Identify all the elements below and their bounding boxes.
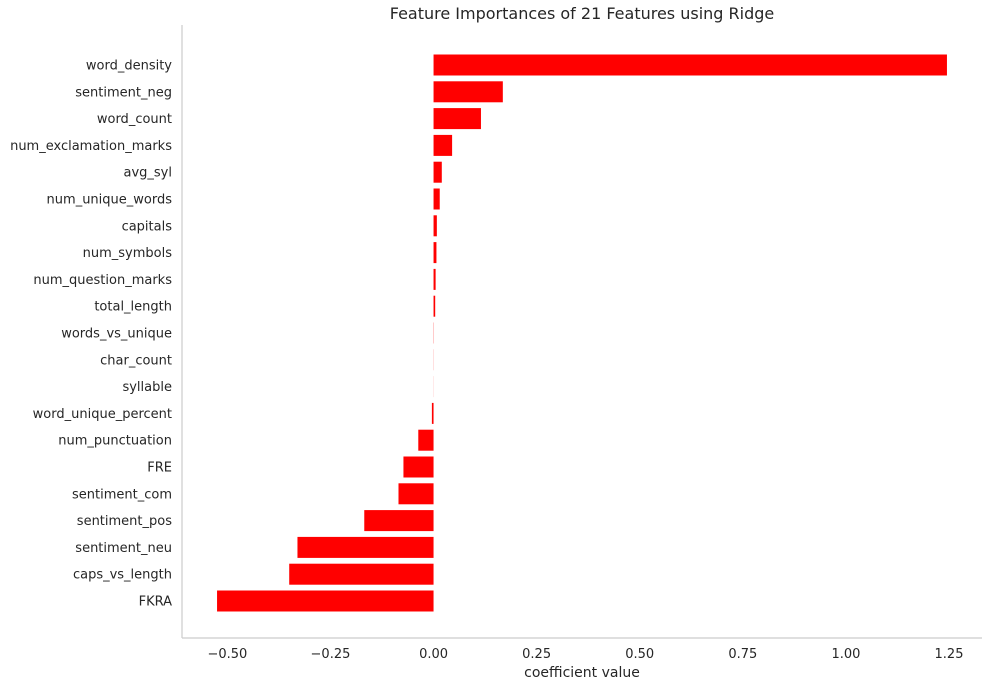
y-tick-label: sentiment_neg <box>75 85 172 100</box>
x-tick-label: 1.00 <box>831 647 860 662</box>
chart-title: Feature Importances of 21 Features using… <box>390 4 775 23</box>
x-tick-labels: −0.50 −0.25 0.00 0.25 0.50 0.75 1.00 1.25 <box>207 647 963 662</box>
y-tick-label: syllable <box>122 380 172 395</box>
bar-capitals <box>433 215 437 237</box>
x-tick-label: 0.50 <box>625 647 654 662</box>
y-tick-label: word_unique_percent <box>33 407 172 422</box>
x-tick-label: 0.00 <box>419 647 448 662</box>
bar-num_symbols <box>433 242 437 264</box>
y-tick-labels: word_density sentiment_neg word_count num_e… <box>10 59 172 610</box>
y-tick-label: avg_syl <box>124 166 173 181</box>
bar-num_question_marks <box>433 268 436 290</box>
y-tick-label: word_density <box>86 59 172 74</box>
bar-FKRA <box>217 590 434 612</box>
y-tick-label: sentiment_neu <box>75 541 172 556</box>
y-tick-label: char_count <box>100 353 172 368</box>
y-tick-label: num_unique_words <box>47 193 173 208</box>
bar-sentiment_com <box>398 483 434 505</box>
y-tick-label: num_question_marks <box>33 273 172 288</box>
bar-total_length <box>433 295 436 317</box>
bar-sentiment_neg <box>433 81 503 103</box>
y-tick-label: capitals <box>122 219 173 234</box>
bar-num_unique_words <box>433 188 440 210</box>
y-tick-label: num_exclamation_marks <box>10 139 172 154</box>
y-tick-label: words_vs_unique <box>61 327 172 342</box>
y-tick-label: sentiment_com <box>72 487 172 502</box>
y-tick-label: word_count <box>97 112 172 127</box>
y-tick-label: FKRA <box>139 595 173 610</box>
x-tick-label: 0.25 <box>522 647 551 662</box>
x-tick-label: 1.25 <box>935 647 964 662</box>
bar-caps_vs_length <box>289 563 434 585</box>
y-tick-label: num_punctuation <box>58 434 172 449</box>
bar-sentiment_pos <box>364 510 434 532</box>
bar-FRE <box>403 456 434 478</box>
bars-group <box>217 54 947 612</box>
bar-sentiment_neu <box>297 536 434 558</box>
x-tick-label: −0.50 <box>207 647 247 662</box>
y-tick-label: caps_vs_length <box>73 568 172 583</box>
x-tick-label: −0.25 <box>311 647 351 662</box>
y-tick-label: FRE <box>147 461 172 476</box>
bar-word_density <box>433 54 947 76</box>
bar-word_count <box>433 108 481 130</box>
bar-word_unique_percent <box>431 402 434 424</box>
bar-num_punctuation <box>418 429 434 451</box>
y-tick-label: num_symbols <box>83 246 173 261</box>
y-tick-label: total_length <box>94 300 172 315</box>
y-tick-label: sentiment_pos <box>77 514 172 529</box>
bar-num_exclamation_marks <box>433 134 453 156</box>
x-axis-title: coefficient value <box>524 665 640 679</box>
x-tick-label: 0.75 <box>728 647 757 662</box>
bar-avg_syl <box>433 161 442 183</box>
